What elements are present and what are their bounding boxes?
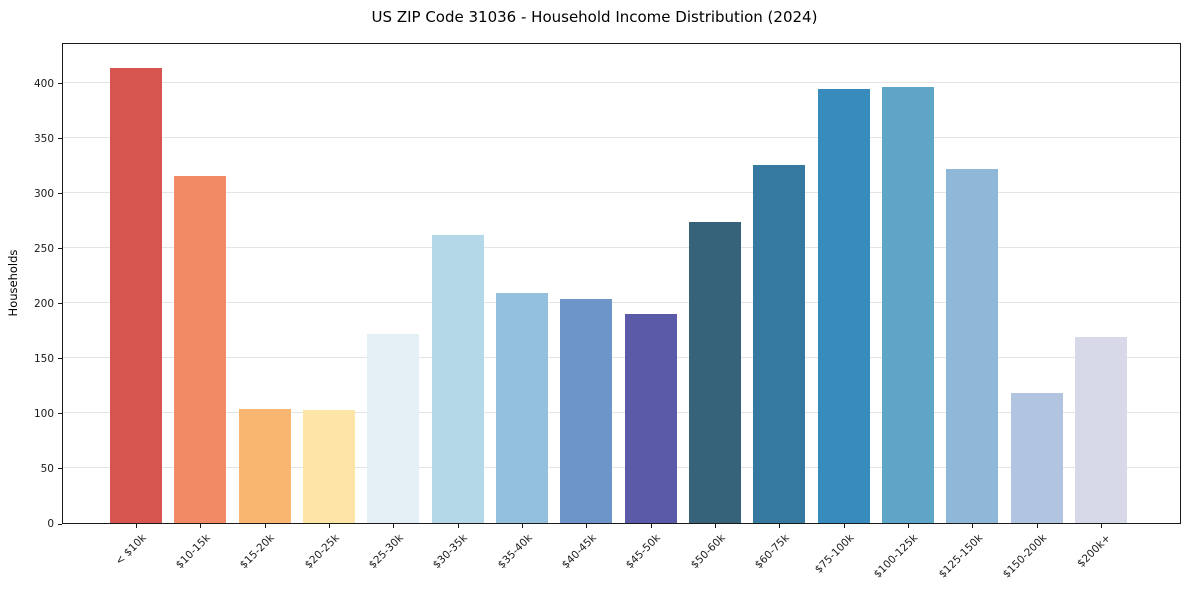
y-tick-mark	[58, 468, 62, 470]
bar	[238, 409, 291, 523]
x-tick-mark	[200, 524, 202, 528]
y-tick-label: 300	[33, 187, 54, 200]
bar	[174, 175, 227, 523]
x-tick-mark	[586, 524, 588, 528]
x-tick-label-text: $40-45k	[559, 532, 599, 572]
y-tick-label: 400	[33, 77, 54, 90]
y-tick-mark	[58, 523, 62, 525]
gridline	[63, 246, 1180, 248]
gridline	[63, 301, 1180, 303]
x-tick-label-text: $30-35k	[431, 532, 471, 572]
x-tick-mark	[393, 524, 395, 528]
x-tick-mark	[650, 524, 652, 528]
x-tick-mark	[1036, 524, 1038, 528]
x-tick-mark	[328, 524, 330, 528]
y-tick-label: 0	[47, 518, 54, 530]
bar	[560, 299, 613, 523]
y-tick-label: 200	[33, 297, 54, 310]
x-tick-label-text: $20-25k	[302, 532, 342, 572]
y-tick-mark	[58, 193, 62, 195]
bar	[110, 68, 162, 523]
y-tick-mark	[58, 358, 62, 360]
bar	[302, 410, 355, 523]
bar	[753, 164, 806, 523]
y-tick-mark	[58, 248, 62, 250]
x-tick-mark	[521, 524, 523, 528]
x-tick-label-text: $50-60k	[688, 532, 728, 572]
gridline	[63, 81, 1180, 83]
bar	[1010, 392, 1063, 523]
x-tick-label-text: $150-200k	[1000, 532, 1050, 581]
x-tick-mark	[457, 524, 459, 528]
x-tick-mark	[907, 524, 909, 528]
y-tick-label: 100	[33, 407, 54, 420]
plot-area	[62, 43, 1181, 524]
x-tick-mark	[1100, 524, 1102, 528]
x-tick-label-text: < $10k	[112, 532, 149, 568]
y-tick-label: 150	[33, 352, 54, 365]
bar	[624, 313, 677, 523]
bar	[1074, 336, 1127, 523]
gridline	[63, 191, 1180, 193]
chart-title: US ZIP Code 31036 - Household Income Dis…	[371, 8, 818, 26]
y-tick-mark	[58, 413, 62, 415]
x-tick-label-text: $25-30k	[366, 532, 406, 572]
bar	[946, 168, 999, 523]
x-tick-label-text: $100-125k	[871, 532, 921, 581]
x-tick-mark	[972, 524, 974, 528]
y-tick-mark	[58, 138, 62, 140]
bar	[495, 292, 548, 523]
x-tick-label-text: $125-150k	[936, 532, 985, 581]
bar	[688, 221, 741, 523]
y-axis-label: Households	[6, 249, 20, 317]
y-tick-label: 50	[40, 462, 54, 475]
x-tick-label-text: $45-50k	[624, 532, 664, 572]
y-tick-label: 350	[33, 132, 54, 145]
x-tick-label-text: $35-40k	[495, 532, 535, 572]
x-tick-mark	[136, 524, 137, 528]
x-tick-mark	[264, 524, 266, 528]
x-tick-label-text: $200k+	[1075, 532, 1114, 570]
x-tick-label-text: $15-20k	[238, 532, 278, 572]
x-tick-mark	[714, 524, 716, 528]
x-tick-label-text: $60-75k	[752, 532, 792, 572]
x-tick-mark	[843, 524, 845, 528]
bar	[881, 86, 934, 523]
x-tick-label-text: $10-15k	[173, 532, 213, 572]
bar	[431, 234, 484, 523]
gridline	[63, 466, 1180, 468]
x-tick-label-text: $75-100k	[812, 532, 857, 576]
y-tick-mark	[58, 83, 62, 85]
bar	[367, 334, 420, 523]
x-tick-mark	[779, 524, 781, 528]
gridline	[63, 411, 1180, 413]
y-tick-mark	[58, 303, 62, 305]
gridline	[63, 356, 1180, 358]
gridline	[63, 136, 1180, 138]
y-tick-label: 250	[33, 242, 54, 255]
bar	[817, 88, 870, 523]
